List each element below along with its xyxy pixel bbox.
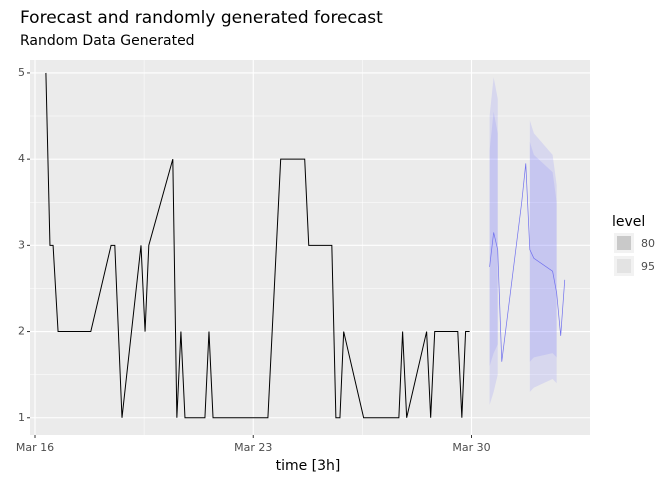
y-tick-label: 5 [18,66,25,79]
interval-band [489,77,498,405]
interval-band [529,120,557,392]
x-tick-label: Mar 16 [16,441,54,454]
panel [30,60,590,435]
series-line [489,163,566,362]
chart-title: Forecast and randomly generated forecast [20,8,383,28]
legend-swatch [617,259,631,273]
y-tick-label: 4 [18,152,25,165]
y-tick-label: 1 [18,411,25,424]
y-tick-label: 2 [18,325,25,338]
x-tick-label: Mar 23 [234,441,272,454]
legend-label: 95 [641,260,655,273]
y-tick-label: 3 [18,238,25,251]
interval-band [529,141,557,362]
legend-label: 80 [641,237,655,250]
x-tick-label: Mar 30 [452,441,490,454]
x-axis-title: time [3h] [276,458,341,474]
series-line [45,72,470,419]
legend-swatch [617,236,631,250]
chart-subtitle: Random Data Generated [20,33,195,49]
interval-band [489,111,498,367]
legend-title: level [612,214,645,230]
